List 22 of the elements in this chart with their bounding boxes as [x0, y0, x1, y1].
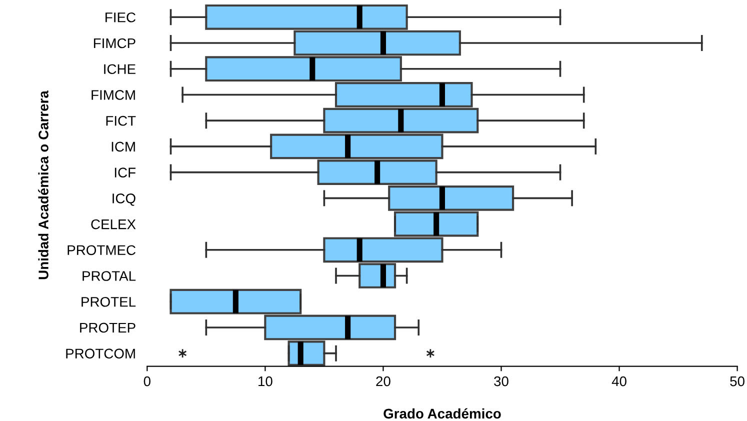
y-tick-label: ICM — [112, 142, 135, 152]
y-tick-label: PROTAL — [82, 271, 136, 281]
y-tick-label: PROTMEC — [68, 245, 136, 256]
y-axis-title: Unidad Académica o Carrera — [38, 90, 48, 280]
y-tick-label: FIMCP — [94, 38, 136, 48]
x-tick-label: 10 — [258, 376, 272, 386]
x-axis-title: Grado Académico — [384, 408, 501, 419]
y-tick-label: FICT — [106, 116, 136, 126]
x-tick-label: 0 — [144, 376, 150, 386]
y-tick-label: PROTEL — [82, 296, 136, 307]
y-tick-label: FIEC — [106, 12, 136, 22]
x-tick-label: 50 — [730, 376, 744, 386]
y-tick-label: ICHE — [104, 64, 136, 74]
y-tick-label: ICQ — [112, 194, 136, 206]
x-tick-label: 30 — [494, 376, 508, 386]
x-tick-label: 40 — [612, 376, 626, 386]
y-tick-label: CELEX — [91, 219, 136, 230]
x-tick-label: 20 — [376, 376, 390, 386]
y-tick-label: FIMCM — [92, 90, 135, 100]
y-tick-label: ICF — [114, 168, 136, 178]
y-tick-label: PROTEP — [80, 322, 136, 333]
y-tick-label: PROTCOM — [66, 348, 135, 359]
